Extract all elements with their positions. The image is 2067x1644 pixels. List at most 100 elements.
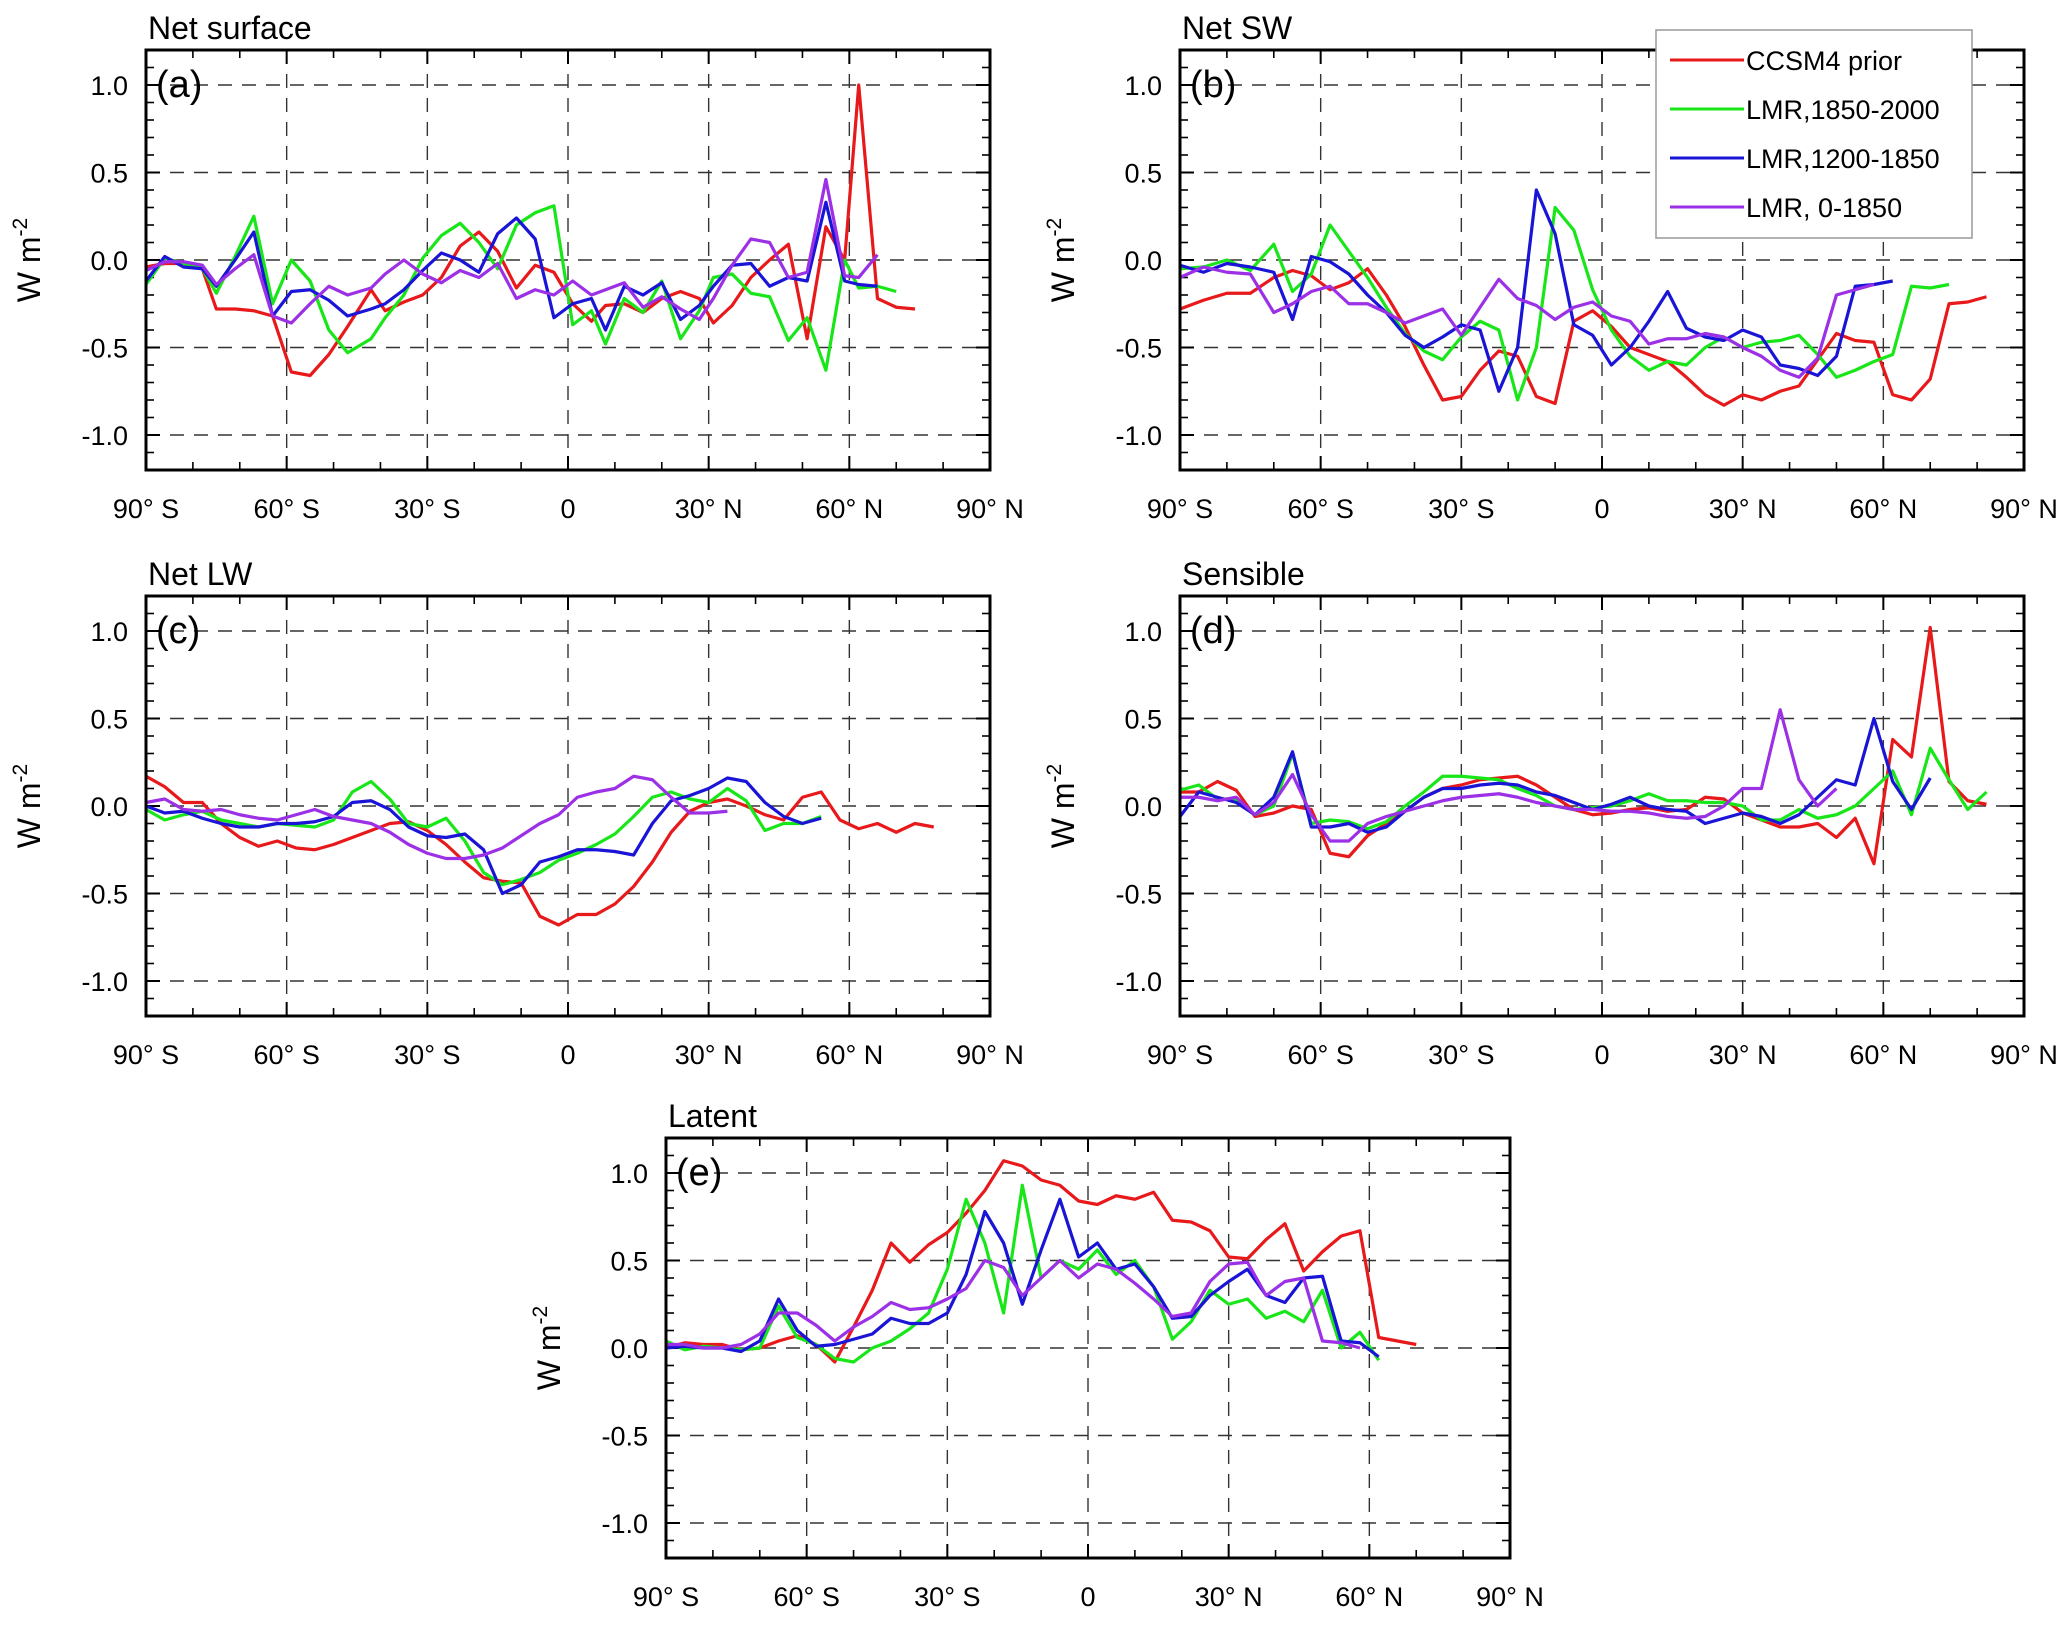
y-axis-label: W m-2: [1043, 218, 1081, 302]
y-tick-label: 1.0: [1124, 71, 1162, 101]
x-tick-label: 60° S: [1287, 1040, 1353, 1070]
x-tick-label: 30° N: [1195, 1582, 1263, 1612]
series-line: [144, 204, 897, 372]
x-tick-label: 30° S: [394, 1040, 460, 1070]
series-ccsm4-prior: [665, 1159, 1417, 1364]
y-tick-label: 0.5: [610, 1247, 648, 1277]
x-tick-label: 30° N: [675, 1040, 743, 1070]
x-tick-label: 60° S: [1287, 494, 1353, 524]
y-tick-label: -1.0: [1115, 967, 1162, 997]
x-tick-label: 90° N: [1990, 494, 2058, 524]
series-line: [665, 1159, 1417, 1364]
legend-label: CCSM4 prior: [1746, 46, 1902, 76]
plot-frame: [1178, 48, 2026, 472]
y-axis-label: W m-2: [9, 218, 47, 302]
y-tick-label: -1.0: [1115, 421, 1162, 451]
x-tick-label: 30° S: [394, 494, 460, 524]
legend-box: [1655, 29, 1973, 239]
plot-frame: [144, 48, 992, 472]
series-line: [145, 779, 822, 887]
series-line: [145, 177, 879, 325]
series-line: [145, 774, 935, 927]
panel-title: Net SW: [1182, 10, 1293, 46]
chart-panel-b: 1.0 0.5 0.0 -0.5 -1.0 90° S 60° S 30° S 0 30° N 60…: [1043, 10, 2058, 524]
chart-panel-a: 1.0 0.5 0.0 -0.5 -1.0 90° S 60° S 30° S 0 30° N 60…: [9, 10, 1024, 524]
x-tick-label: 30° N: [675, 494, 743, 524]
y-tick-label: 0.5: [1124, 159, 1162, 189]
x-tick-label: 30° N: [1709, 494, 1777, 524]
x-tick-label: 90° S: [113, 1040, 179, 1070]
panel-label: (d): [1190, 610, 1236, 652]
x-tick-label: 60° S: [253, 494, 319, 524]
y-tick-label: -0.5: [81, 880, 128, 910]
panel-title: Net LW: [148, 556, 253, 592]
series-lmr-1200-1850: [1179, 188, 1894, 393]
series-line: [1179, 188, 1894, 393]
x-tick-label: 60° N: [1849, 494, 1917, 524]
series-lmr-0-1850: [1179, 265, 1875, 379]
y-tick-label: 0.5: [1124, 705, 1162, 735]
x-tick-label: 90° S: [633, 1582, 699, 1612]
series-line: [145, 774, 728, 861]
series-lmr-1850-2000: [144, 204, 897, 372]
x-tick-label: 60° S: [253, 1040, 319, 1070]
plot-frame: [664, 1136, 1512, 1560]
x-tick-label: 0: [1594, 1040, 1609, 1070]
y-tick-label: 1.0: [90, 617, 128, 647]
series-lmr-0-1850: [145, 177, 879, 325]
x-tick-label: 90° S: [1147, 1040, 1213, 1070]
panel-label: (b): [1190, 64, 1236, 106]
series-lmr-1850-2000: [665, 1183, 1381, 1364]
series-lmr-1200-1850: [144, 200, 878, 332]
y-tick-label: 0.0: [1124, 246, 1162, 276]
series-line: [1180, 708, 1838, 843]
x-tick-label: 0: [1080, 1582, 1095, 1612]
x-tick-label: 60° N: [815, 494, 883, 524]
x-tick-label: 30° S: [1428, 494, 1494, 524]
y-tick-label: -0.5: [1115, 880, 1162, 910]
panel-label: (e): [676, 1152, 722, 1194]
x-tick-label: 0: [560, 1040, 575, 1070]
x-tick-label: 60° N: [1849, 1040, 1917, 1070]
y-tick-label: -1.0: [81, 967, 128, 997]
panel-title: Net surface: [148, 10, 312, 46]
series-line: [1179, 265, 1875, 379]
series-lmr-0-1850: [1179, 708, 1838, 843]
y-axis-label: W m-2: [1043, 764, 1081, 848]
x-tick-label: 0: [560, 494, 575, 524]
x-tick-label: 30° N: [1709, 1040, 1777, 1070]
legend-label: LMR,1850-2000: [1746, 95, 1940, 125]
y-tick-label: 0.0: [90, 246, 128, 276]
chart-panel-c: 1.0 0.5 0.0 -0.5 -1.0 90° S 60° S 30° S 0 30° N 60…: [9, 556, 1024, 1070]
y-tick-label: 0.0: [90, 792, 128, 822]
x-tick-label: 60° N: [815, 1040, 883, 1070]
plot-frame: [1178, 594, 2026, 1018]
x-tick-label: 90° N: [956, 1040, 1024, 1070]
x-tick-label: 90° N: [956, 494, 1024, 524]
y-tick-label: -0.5: [1115, 334, 1162, 364]
series-line: [665, 1197, 1380, 1359]
panel-title: Sensible: [1182, 556, 1305, 592]
x-tick-label: 60° N: [1335, 1582, 1403, 1612]
x-tick-label: 90° N: [1990, 1040, 2058, 1070]
panel-label: (a): [156, 64, 202, 106]
panel-title: Latent: [668, 1098, 757, 1134]
chart-panel-d: 1.0 0.5 0.0 -0.5 -1.0 90° S 60° S 30° S 0 30° N 60…: [1043, 556, 2058, 1070]
legend-label: LMR, 0-1850: [1746, 193, 1902, 223]
y-tick-label: -0.5: [601, 1422, 648, 1452]
chart-panel-e: 1.0 0.5 0.0 -0.5 -1.0 90° S 60° S 30° S 0 30° N 60…: [529, 1098, 1544, 1612]
x-tick-label: 60° S: [773, 1582, 839, 1612]
x-tick-label: 0: [1594, 494, 1609, 524]
y-tick-label: -1.0: [81, 421, 128, 451]
y-tick-label: 0.0: [610, 1334, 648, 1364]
y-tick-label: 0.5: [90, 159, 128, 189]
x-tick-label: 90° S: [1147, 494, 1213, 524]
series-line: [145, 83, 916, 378]
y-tick-label: -0.5: [81, 334, 128, 364]
y-tick-label: -1.0: [601, 1509, 648, 1539]
series-ccsm4-prior: [145, 83, 916, 378]
y-tick-label: 0.0: [1124, 792, 1162, 822]
y-axis-label: W m-2: [529, 1306, 567, 1390]
series-lmr-1850-2000: [145, 779, 822, 887]
